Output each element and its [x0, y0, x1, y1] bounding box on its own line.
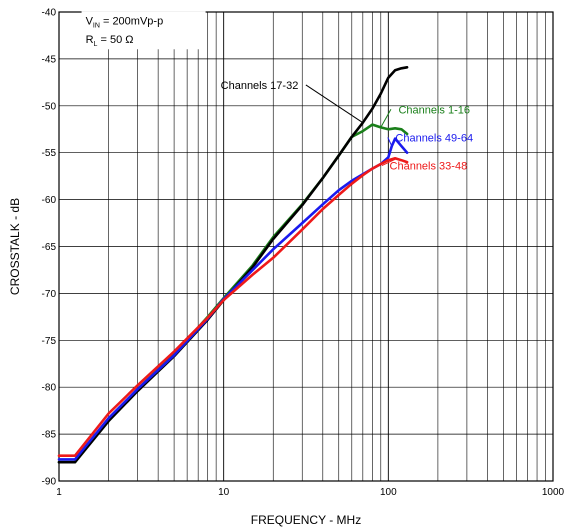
x-tick-label: 100 — [380, 487, 397, 498]
y-tick-label: -85 — [42, 430, 57, 441]
y-tick-label: -70 — [42, 289, 57, 300]
series-line-4 — [57, 157, 409, 458]
x-tick-labels: 1 10 100 1000 — [56, 487, 564, 498]
condition-rl: RL = 50 Ω — [86, 34, 134, 48]
annotation-leader — [381, 158, 397, 167]
grid — [59, 12, 553, 481]
y-tick-label: -40 — [42, 8, 57, 19]
annotation-label: Channels 17-32 — [221, 80, 299, 92]
annotation-label: Channels 33-48 — [390, 161, 468, 173]
conditions-box: VIN = 200mVp-p RL = 50 Ω — [81, 11, 206, 50]
annotation-label: Channels 49-64 — [395, 132, 473, 144]
x-axis-label: FREQUENCY - MHz — [251, 513, 361, 527]
series-line-3 — [57, 137, 409, 461]
annotation-leader — [380, 109, 392, 128]
y-tick-label: -45 — [42, 54, 57, 65]
y-tick-label: -60 — [42, 195, 57, 206]
x-tick-label: 1 — [56, 487, 62, 498]
y-tick-label: -75 — [42, 336, 57, 347]
y-tick-label: -80 — [42, 383, 57, 394]
plot-frame — [58, 11, 554, 482]
series-line-2 — [57, 66, 409, 464]
condition-vin: VIN = 200mVp-p — [86, 15, 164, 29]
y-tick-labels: -40 -45 -50 -55 -60 -65 -70 -75 -80 -85 -90 — [42, 8, 57, 488]
annotation-label: Channels 1-16 — [398, 104, 470, 116]
annotations: Channels 17-32 Channels 1-16 Channels 49-6… — [221, 80, 473, 173]
annotation-leader — [305, 84, 364, 124]
x-tick-label: 10 — [218, 487, 230, 498]
series-lines — [57, 66, 409, 464]
y-tick-label: -55 — [42, 148, 57, 159]
y-tick-label: -50 — [42, 101, 57, 112]
y-axis-label: CROSSTALK - dB — [8, 198, 22, 295]
annotation-leader — [387, 137, 393, 147]
x-tick-label: 1000 — [542, 487, 565, 498]
y-tick-label: -90 — [42, 477, 57, 488]
y-tick-label: -65 — [42, 242, 57, 253]
